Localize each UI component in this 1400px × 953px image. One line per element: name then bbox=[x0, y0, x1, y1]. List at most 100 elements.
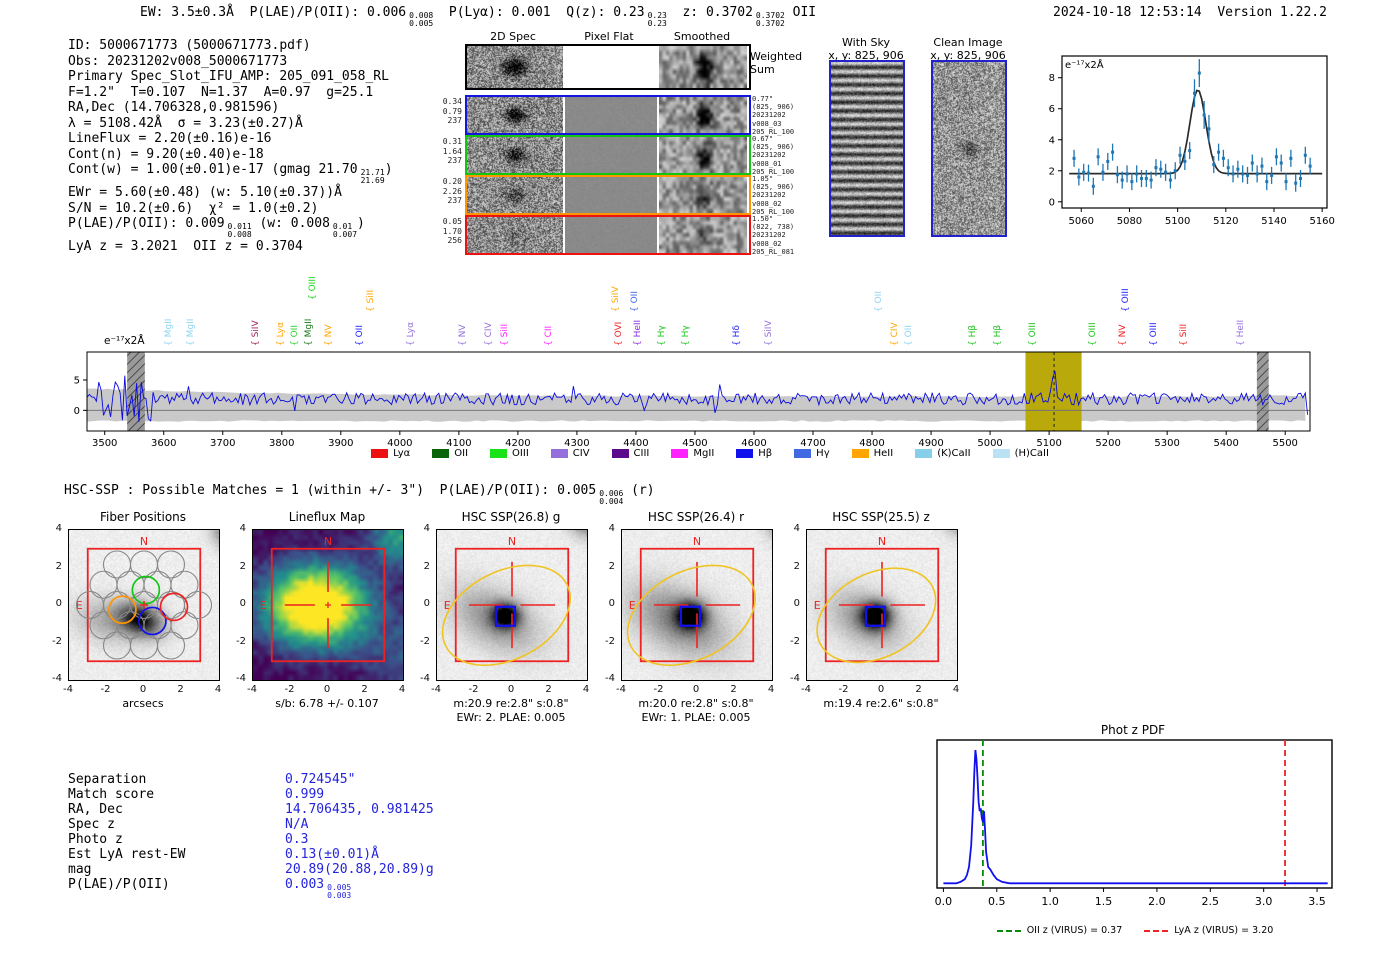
cutout-y-tick: 0 bbox=[793, 598, 800, 609]
spectrum-data-point bbox=[1202, 113, 1206, 117]
spectrum-data-point bbox=[1111, 150, 1115, 154]
match-row-value-6: 20.89(20.88,20.89)g bbox=[285, 862, 434, 877]
info-line-1: Obs: 20231202v008_5000671773 bbox=[68, 54, 393, 70]
cutout-x-tick: 4 bbox=[582, 684, 590, 695]
legend-label: (H)CaII bbox=[1014, 447, 1049, 459]
fiber-id-value: 205_RL_081 bbox=[752, 247, 795, 256]
photz-legend-item: LyA z (VIRUS) = 3.20 bbox=[1144, 925, 1273, 936]
spectrum-data-point bbox=[1120, 178, 1124, 182]
match-row-label-2: RA, Dec bbox=[68, 802, 123, 817]
line-fit-inset-svg: 5060 5080 5100 5120 5140 5160 0 2 4 6 8 e⁻¹⁷x2Å bbox=[1049, 55, 1335, 227]
spectrum-data-point bbox=[1270, 173, 1274, 177]
info-line-12: LyA z = 3.2021 OII z = 0.3704 bbox=[68, 239, 393, 255]
info-line-5: λ = 5108.42Å σ = 3.23(±0.27)Å bbox=[68, 116, 393, 132]
cutout-x-tick: -4 bbox=[616, 684, 626, 695]
spectrum-data-point bbox=[1115, 173, 1119, 177]
cutout-overlay-hsc_z: NE bbox=[814, 535, 940, 664]
spectrum-data-point bbox=[1188, 149, 1192, 153]
weighted-2dspec-image bbox=[467, 46, 563, 88]
fiber-2dspec-image-1 bbox=[467, 137, 563, 173]
cutout-y-tick: 4 bbox=[239, 523, 246, 534]
fiber-2dspec-image-0 bbox=[467, 97, 563, 133]
fiber-row-weights-1: 0.31 1.64 237 bbox=[438, 137, 462, 166]
cutout-y-tick: 0 bbox=[423, 598, 430, 609]
cutout-title-hsc_r: HSC SSP(26.4) r bbox=[647, 510, 745, 524]
info-line-8-text: Cont(w) = 1.00(±0.01)e-17 (gmag 21.70 bbox=[68, 162, 358, 177]
legend-label: CIII bbox=[633, 447, 650, 459]
info-line-10-text: S/N = 10.2(±0.6) χ² = 1.0(±0.2) bbox=[68, 200, 319, 216]
petrosian-ellipse bbox=[441, 564, 571, 667]
spectrum-x-tick: 5000 bbox=[977, 438, 1002, 449]
spectrum-data-point bbox=[1236, 167, 1240, 171]
legend-item-Hγ: Hγ bbox=[794, 448, 830, 459]
fiber-circle bbox=[102, 550, 132, 579]
spec2d-header-2dspec: 2D Spec bbox=[490, 30, 536, 43]
fiber-circle bbox=[129, 550, 159, 579]
inset-x-tick: 5060 bbox=[1069, 216, 1094, 227]
legend-label: Lyα bbox=[393, 447, 411, 459]
fiber-weight-value: 1.64 bbox=[442, 146, 462, 156]
fiber-id-value: v008_03 bbox=[752, 119, 782, 128]
fiber-2dspec-image-3 bbox=[467, 217, 563, 253]
cutout-y-tick: 2 bbox=[608, 560, 615, 572]
summary-header-lower: 0.23 bbox=[647, 19, 667, 28]
cutout-xlabel2-hsc_r: EWr: 1. PLAE: 0.005 bbox=[641, 711, 751, 724]
spectrum-x-tick: 4300 bbox=[564, 438, 589, 449]
withsky-coords: x, y: 825, 906 bbox=[828, 49, 904, 62]
spectrum-x-tick: 3700 bbox=[210, 438, 235, 449]
withsky-title: With Sky bbox=[842, 36, 890, 49]
fiber-circle bbox=[183, 590, 213, 620]
legend-item-HeII: HeII bbox=[851, 448, 893, 459]
match-row-value-7-upper: 0.005 bbox=[327, 883, 352, 892]
spectrum-data-point bbox=[1140, 177, 1143, 181]
emission-line-label-NV: { NV bbox=[1117, 324, 1128, 346]
cutout-overlay-hsc_r: NE bbox=[626, 535, 756, 667]
spectrum-y-tick: 0 bbox=[74, 406, 80, 417]
fiber-smoothed-image-0 bbox=[659, 97, 747, 133]
selected-fiber-circle bbox=[159, 592, 189, 622]
compass-east-label: E bbox=[260, 599, 267, 612]
spectrum-x-tick: 4500 bbox=[682, 438, 707, 449]
photz-x-tick: 1.0 bbox=[1041, 895, 1059, 908]
match-row-label-6: mag bbox=[68, 862, 92, 877]
spectrum-data-point bbox=[1241, 172, 1245, 176]
emission-line-label-Hβ: { Hβ bbox=[968, 324, 979, 346]
cutout-y-tick: 4 bbox=[55, 523, 62, 534]
legend-swatch bbox=[915, 448, 933, 458]
phot-z-pdf-svg: 0.0 0.5 1.0 1.5 2.0 2.5 3.0 3.5 bbox=[935, 739, 1333, 908]
emission-line-label-SiII: { SiII bbox=[1178, 323, 1189, 346]
cutout-title-hsc_z: HSC SSP(25.5) z bbox=[832, 510, 930, 524]
info-line-11-lower: 0.008 bbox=[227, 230, 252, 239]
fiber-circle bbox=[102, 590, 132, 620]
fiber-weight-value: 237 bbox=[447, 116, 462, 125]
match-row-value-6-text: 20.89(20.88,20.89)g bbox=[285, 862, 434, 877]
legend-label: OII bbox=[454, 447, 469, 459]
cutout-image-hsc_z bbox=[807, 530, 957, 680]
emission-line-label-Lyα: { Lyα bbox=[276, 321, 287, 346]
fiber-row-ids-0: 0.77" (825, 906) 20231202 v008_03 205_RL_100 bbox=[752, 95, 812, 136]
cutout-title-hsc_g: HSC SSP(26.8) g bbox=[461, 510, 561, 524]
spectrum-x-tick: 3500 bbox=[92, 438, 117, 449]
emission-line-legend: Lyα OII OIII CIV CIII MgII Hβ Hγ HeII (K)CaII (H)C… bbox=[100, 446, 1320, 460]
summary-header-text: EW: 3.5±0.3Å bbox=[140, 5, 250, 20]
hsc-ssp-match-summary-uncertainty: 0.006 0.004 bbox=[599, 490, 623, 506]
fiber-row-weights-2: 0.20 2.26 237 bbox=[438, 177, 462, 206]
cutout-overlay-fiber: NE bbox=[76, 535, 213, 663]
emission-line-label-Hγ: { Hγ bbox=[656, 325, 667, 346]
spectrum-data-point bbox=[1226, 166, 1230, 170]
compass-east-label: E bbox=[76, 599, 83, 612]
spectrum-data-point bbox=[1308, 164, 1312, 168]
cutout-x-tick: 4 bbox=[767, 684, 775, 695]
photz-legend-label: LyA z (VIRUS) = 3.20 bbox=[1174, 925, 1274, 936]
fiber-circle bbox=[89, 611, 118, 640]
fiber-row-ids-3: 1.50" (822, 738) 20231202 v008_02 205_RL_081 bbox=[752, 215, 812, 256]
summary-header-text: z: 0.3702 bbox=[666, 5, 753, 20]
spectrum-x-tick: 5100 bbox=[1036, 438, 1061, 449]
match-row-label-1: Match score bbox=[68, 787, 155, 802]
photz-legend-dash bbox=[996, 929, 1021, 932]
fiber-id-value: 20231202 bbox=[752, 231, 786, 240]
summary-header-uncertainty: 0.3702 0.3702 bbox=[756, 12, 785, 28]
